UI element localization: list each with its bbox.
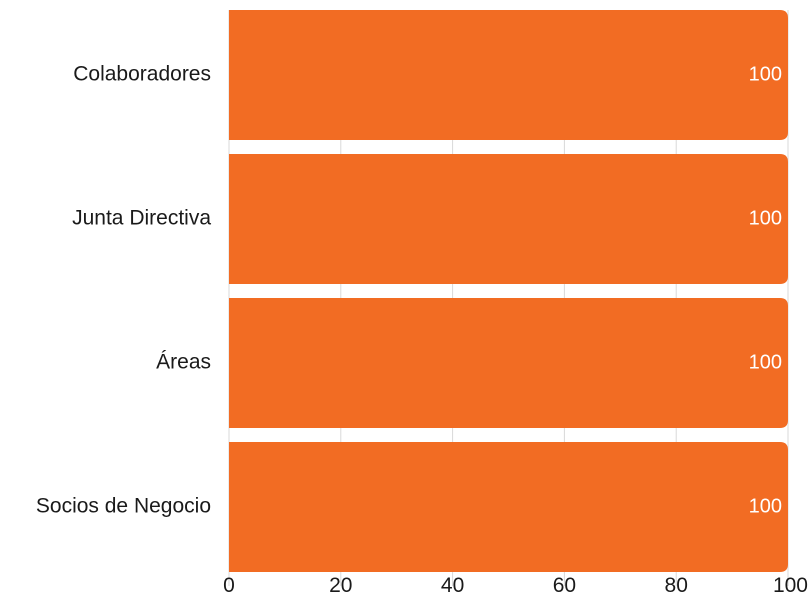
data-label-areas: 100 [749, 351, 782, 373]
category-label-socios-de-negocio: Socios de Negocio [36, 495, 211, 518]
bar-areas [229, 298, 788, 428]
category-label-junta-directiva: Junta Directiva [72, 207, 211, 230]
data-label-colaboradores: 100 [749, 63, 782, 85]
data-label-socios-de-negocio: 100 [749, 495, 782, 517]
x-tick-label-0: 0 [223, 574, 235, 597]
bar-socios-de-negocio [229, 442, 788, 572]
x-axis-tick-labels: 0 20 40 60 80 100 [223, 574, 808, 597]
x-tick-label-60: 60 [553, 574, 576, 597]
bars: 100 100 100 100 [229, 10, 788, 572]
data-label-junta-directiva: 100 [749, 207, 782, 229]
x-tick-label-80: 80 [665, 574, 688, 597]
category-labels: Colaboradores Junta Directiva Áreas Socios … [36, 63, 211, 518]
x-tick-label-20: 20 [329, 574, 352, 597]
bar-colaboradores [229, 10, 788, 140]
category-label-colaboradores: Colaboradores [73, 63, 211, 86]
bar-junta-directiva [229, 154, 788, 284]
category-label-areas: Áreas [156, 351, 211, 374]
x-tick-label-40: 40 [441, 574, 464, 597]
x-tick-label-100: 100 [773, 574, 808, 597]
